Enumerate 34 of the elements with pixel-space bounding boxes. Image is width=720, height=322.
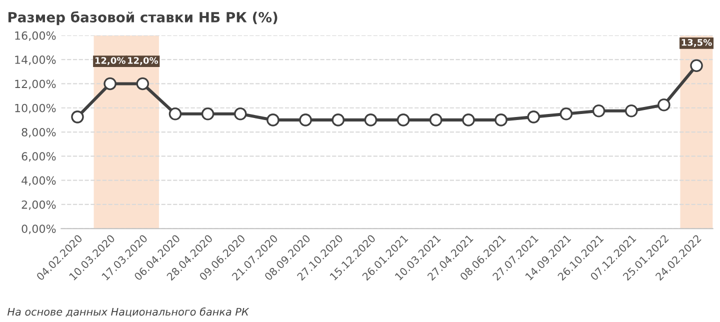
y-tick-label: 14,00%	[15, 56, 56, 66]
point	[364, 114, 378, 126]
point	[104, 77, 116, 90]
point	[624, 104, 638, 118]
point	[690, 59, 703, 72]
point	[429, 114, 442, 126]
chart-title: Размер базовой ставки НБ РК (%)	[8, 11, 278, 26]
y-tick-label: 6,00%	[22, 152, 56, 162]
point	[527, 110, 540, 124]
point	[494, 114, 508, 126]
data-label: 12,0%	[95, 57, 126, 66]
y-tick-label: 8,00%	[22, 128, 56, 138]
point	[299, 114, 312, 126]
point	[266, 114, 280, 126]
y-tick-label: 10,00%	[15, 104, 56, 114]
point	[234, 108, 247, 120]
y-tick-label: 4,00%	[22, 176, 56, 186]
data-label: 13,5%	[682, 38, 712, 47]
point	[658, 98, 670, 112]
point	[136, 77, 150, 90]
y-tick-label: 0,00%	[22, 224, 56, 234]
data-label: 12,0%	[128, 57, 158, 66]
text: На основе данных Национального банка РК	[7, 307, 250, 317]
point	[332, 114, 345, 126]
y-tick-label: 2,00%	[22, 200, 56, 210]
y-tick-label: 12,00%	[15, 80, 56, 90]
y-tick-label: 16,00%	[15, 31, 56, 41]
point	[560, 108, 573, 120]
point	[71, 110, 84, 124]
point	[168, 108, 182, 120]
point	[462, 114, 475, 126]
point	[396, 114, 410, 126]
point	[201, 108, 214, 120]
point	[592, 104, 606, 118]
